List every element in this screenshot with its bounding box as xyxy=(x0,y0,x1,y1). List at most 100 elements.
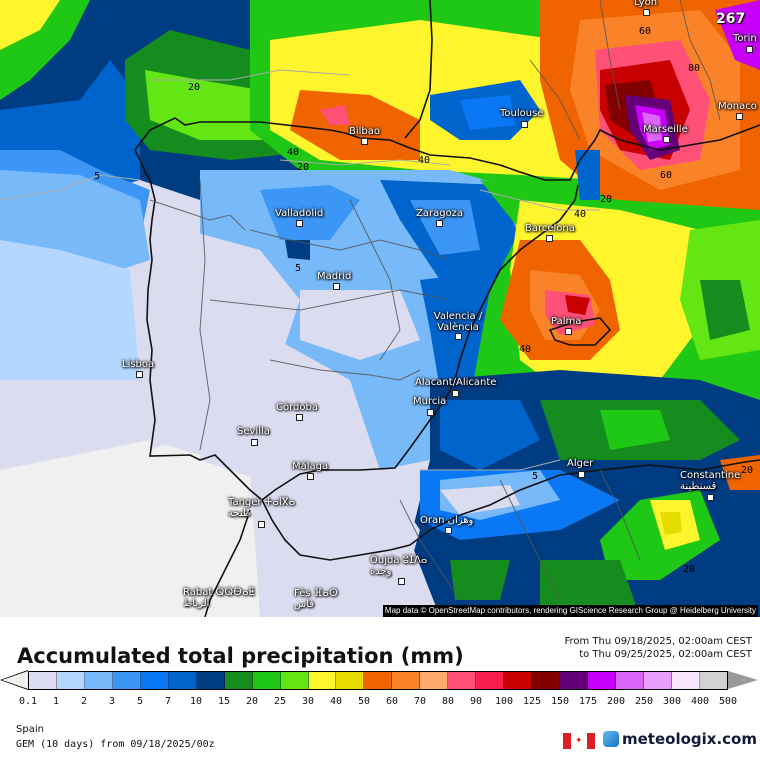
city-label-alicante: Alacant/Alicante xyxy=(415,377,497,388)
city-marker xyxy=(307,473,314,480)
colorbar-segment xyxy=(29,672,57,689)
city-marker xyxy=(258,521,265,528)
city-marker xyxy=(521,121,528,128)
city-label-bilbao: Bilbao xyxy=(349,126,381,137)
colorbar-segment xyxy=(252,672,281,689)
forecast-period: From Thu 09/18/2025, 02:00am CEST to Thu… xyxy=(564,635,752,661)
region-label: Spain xyxy=(16,724,44,735)
colorbar-segment xyxy=(168,672,197,689)
colorbar-segment xyxy=(616,672,644,689)
city-label-cordoba: Córdoba xyxy=(276,402,318,413)
city-label-torino: Torin xyxy=(733,33,757,44)
canada-flag-icon: ✦ xyxy=(563,733,595,749)
colorbar-segment xyxy=(448,672,477,689)
colorbar-over-arrow xyxy=(728,671,758,689)
city-marker xyxy=(565,328,572,335)
city-marker xyxy=(296,414,303,421)
colorbar-tick-label: 10 xyxy=(189,696,203,707)
city-label-rabat: Rabat ⵕⵕⴱⴰⵟ الرباط xyxy=(183,587,255,609)
colorbar-segment xyxy=(56,672,85,689)
city-marker xyxy=(445,527,452,534)
colorbar-tick-label: 250 xyxy=(634,696,654,707)
colorbar-tick-label: 300 xyxy=(662,696,682,707)
colorbar-tick-label: 25 xyxy=(273,696,287,707)
contour-label: 40 xyxy=(287,147,300,158)
colorbar-tick-label: 100 xyxy=(494,696,514,707)
brand-logo[interactable]: meteologix.com xyxy=(603,730,757,748)
city-label-constantine: Constantine قسنطينة xyxy=(680,470,741,492)
model-run-label: GEM (10 days) from 09/18/2025/00z xyxy=(16,739,215,750)
city-marker xyxy=(663,136,670,143)
colorbar-segment xyxy=(560,672,589,689)
map-attribution: Map data © OpenStreetMap contributors, r… xyxy=(382,605,758,617)
contour-label: 40 xyxy=(519,344,532,355)
colorbar-segment xyxy=(476,672,505,689)
colorbar-segment xyxy=(84,672,113,689)
city-label-valladolid: Valladolid xyxy=(275,208,324,219)
contour-label: 40 xyxy=(574,209,587,220)
colorbar-tick-label: 0.1 xyxy=(18,696,38,707)
legend-title: Accumulated total precipitation (mm) xyxy=(17,644,464,668)
colorbar-tick-label: 90 xyxy=(469,696,483,707)
city-label-palma: Palma xyxy=(551,316,582,327)
city-label-sevilla: Sevilla xyxy=(237,426,270,437)
colorbar-segment xyxy=(671,672,700,689)
colorbar-segment xyxy=(140,672,169,689)
flag-white-band xyxy=(571,733,587,749)
precipitation-map[interactable]: 267 20 5 40 20 5 40 60 80 60 20 40 40 5 … xyxy=(0,0,760,617)
contour-label: 40 xyxy=(418,155,431,166)
city-label-tanger: Tanger ⵜⴰⵏⴳⴰ طنجة xyxy=(228,497,296,519)
city-label-alger: Alger xyxy=(567,458,594,469)
colorbar-tick-label: 70 xyxy=(413,696,427,707)
city-marker xyxy=(746,46,753,53)
city-marker xyxy=(452,390,459,397)
city-label-barcelona: Barcelona xyxy=(525,223,575,234)
city-marker xyxy=(333,283,340,290)
colorbar-tick-label: 200 xyxy=(606,696,626,707)
city-label-zaragoza: Zaragoza xyxy=(416,208,464,219)
contour-label: 5 xyxy=(532,471,539,482)
maple-leaf-icon: ✦ xyxy=(575,736,583,746)
colorbar-tick-label: 175 xyxy=(578,696,598,707)
contour-label: 20 xyxy=(741,465,754,476)
colorbar-tick-label: 5 xyxy=(136,696,144,707)
colorbar-segment xyxy=(532,672,561,689)
contour-label: 60 xyxy=(639,26,652,37)
colorbar xyxy=(28,671,728,690)
colorbar-segment xyxy=(392,672,421,689)
city-label-madrid: Madrid xyxy=(317,271,352,282)
colorbar-segment xyxy=(308,672,337,689)
city-marker xyxy=(436,220,443,227)
colorbar-segment xyxy=(699,672,727,689)
colorbar-segment xyxy=(280,672,309,689)
colorbar-tick-label: 40 xyxy=(329,696,343,707)
city-label-marseille: Marseille xyxy=(643,124,688,135)
colorbar-segment xyxy=(504,672,533,689)
city-marker xyxy=(455,333,462,340)
contour-label: 5 xyxy=(295,263,302,274)
colorbar-segment xyxy=(588,672,617,689)
brand-name: meteologix.com xyxy=(622,730,757,748)
contour-label: 20 xyxy=(188,82,201,93)
colorbar-tick-label: 150 xyxy=(550,696,570,707)
colorbar-segment xyxy=(336,672,365,689)
city-marker xyxy=(361,138,368,145)
city-label-lisboa: Lisboa xyxy=(122,359,155,370)
city-label-toulouse: Toulouse xyxy=(500,108,544,119)
colorbar-tick-label: 20 xyxy=(245,696,259,707)
contour-label: 20 xyxy=(683,564,696,575)
city-label-lyon: Lyon xyxy=(634,0,658,8)
peak-value-label: 267 xyxy=(716,11,746,27)
contour-label: 5 xyxy=(94,171,101,182)
city-marker xyxy=(427,409,434,416)
city-marker xyxy=(578,471,585,478)
colorbar-tick-label: 80 xyxy=(441,696,455,707)
city-label-murcia: Murcia xyxy=(413,396,447,407)
city-label-valencia: Valencia / València xyxy=(433,311,483,333)
colorbar-tick-label: 400 xyxy=(690,696,710,707)
meteologix-logo-icon xyxy=(603,731,619,747)
city-marker xyxy=(736,113,743,120)
city-marker xyxy=(707,494,714,501)
city-marker xyxy=(643,9,650,16)
city-marker xyxy=(296,220,303,227)
